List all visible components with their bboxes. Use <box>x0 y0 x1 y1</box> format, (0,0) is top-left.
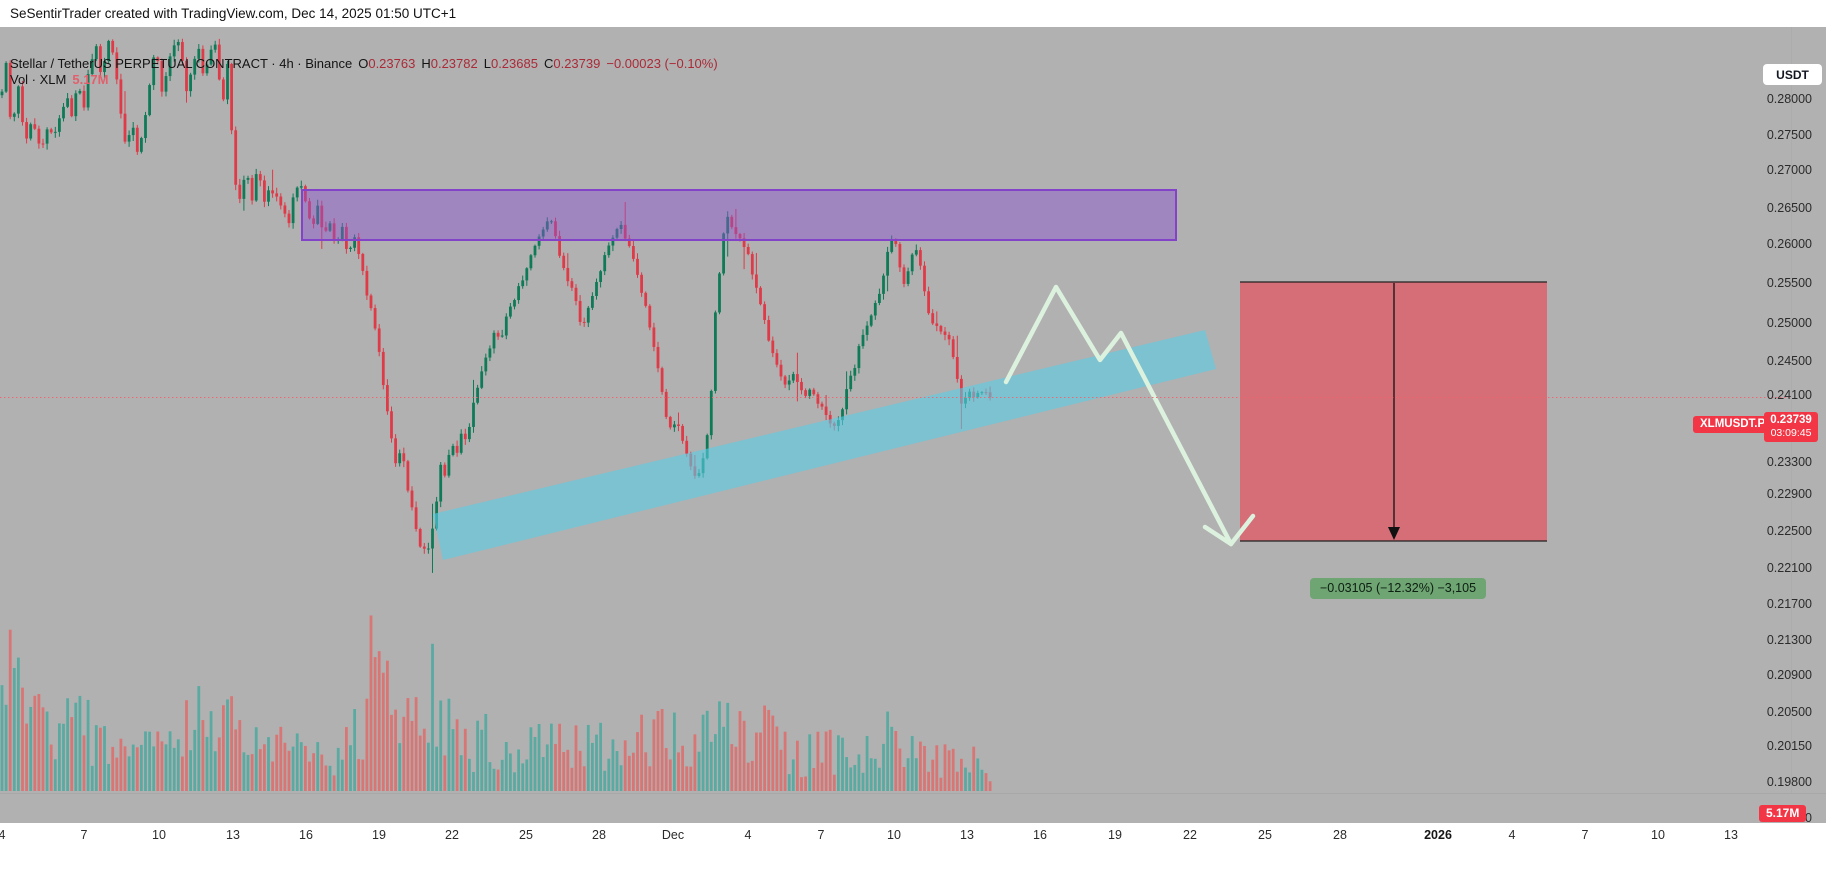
price-tick-label: 0.20500 <box>1766 705 1812 719</box>
open-value: 0.23763 <box>368 56 416 71</box>
watermark-text: SeSentirTrader created with TradingView.… <box>10 6 457 21</box>
time-tick-label: Dec <box>661 828 685 842</box>
time-tick-label: 19 <box>1108 828 1122 842</box>
last-price-value: 0.23739 <box>1770 414 1812 426</box>
symbol-ohlc-row: Stellar / TetherUS PERPETUAL CONTRACT · … <box>10 56 724 71</box>
time-tick-label: 7 <box>817 828 825 842</box>
resistance-zone-box[interactable] <box>301 189 1177 241</box>
projection-arrow[interactable] <box>1003 284 1256 547</box>
price-tick-label: 0.26500 <box>1766 201 1812 215</box>
volume-value: 5.17M <box>72 72 109 87</box>
high-label: H <box>421 56 431 71</box>
price-tick-label: 0.22900 <box>1766 487 1812 501</box>
price-tick-label: 0.23300 <box>1766 455 1812 469</box>
last-price-badge: 0.23739 03:09:45 <box>1764 412 1818 442</box>
time-tick-label: 16 <box>1033 828 1047 842</box>
candlesticks <box>0 38 992 573</box>
footer-strip: TradingView <box>0 823 1835 883</box>
symbol-title[interactable]: Stellar / TetherUS PERPETUAL CONTRACT · … <box>10 56 353 71</box>
trend-channel-band[interactable] <box>433 330 1216 560</box>
chart-legend: Stellar / TetherUS PERPETUAL CONTRACT · … <box>10 56 724 87</box>
price-tick-label: 0.26000 <box>1766 237 1812 251</box>
time-tick-label: 4 <box>0 828 6 842</box>
measurement-label: −0.03105 (−12.32%) −3,105 <box>1310 578 1487 599</box>
price-tick-label: 0.27000 <box>1766 163 1812 177</box>
time-tick-label: 16 <box>299 828 313 842</box>
time-tick-label: 28 <box>592 828 606 842</box>
watermark-bar: SeSentirTrader created with TradingView.… <box>0 0 1835 27</box>
time-tick-label: 10 <box>1651 828 1665 842</box>
time-tick-label: 25 <box>1258 828 1272 842</box>
time-tick-label: 4 <box>1508 828 1516 842</box>
open-label: O <box>358 56 369 71</box>
price-tick-label: 0.25500 <box>1766 276 1812 290</box>
time-tick-label: 13 <box>1724 828 1738 842</box>
time-tick-label: 2026 <box>1424 828 1452 842</box>
price-tick-label: 0.25000 <box>1766 316 1812 330</box>
symbol-price-label-badge: XLMUSDT.P <box>1693 416 1773 433</box>
close-label: C <box>543 56 554 71</box>
target-box[interactable] <box>1240 281 1547 542</box>
time-tick-label: 7 <box>1581 828 1589 842</box>
price-tick-label: 0.24500 <box>1766 354 1812 368</box>
price-tick-label: 0.24100 <box>1766 388 1812 402</box>
time-tick-label: 4 <box>744 828 752 842</box>
volume-row: Vol · XLM 5.17M <box>10 72 724 87</box>
bar-countdown: 03:09:45 <box>1770 427 1812 439</box>
price-tick-label: 0.22100 <box>1766 561 1812 575</box>
time-tick-label: 22 <box>1183 828 1197 842</box>
time-tick-label: 22 <box>445 828 459 842</box>
price-tick-label: 0.21700 <box>1766 597 1812 611</box>
currency-toggle-button[interactable]: USDT <box>1763 64 1822 85</box>
price-tick-label: 0.27500 <box>1766 128 1812 142</box>
price-tick-label: 0.28000 <box>1766 92 1812 106</box>
time-tick-label: 13 <box>226 828 240 842</box>
time-tick-label: 19 <box>372 828 386 842</box>
volume-axis-badge: 5.17M <box>1759 805 1807 822</box>
time-tick-label: 10 <box>887 828 901 842</box>
chart-pane[interactable]: Stellar / TetherUS PERPETUAL CONTRACT · … <box>0 27 1826 842</box>
volume-label[interactable]: Vol · XLM <box>10 72 67 87</box>
time-tick-label: 28 <box>1333 828 1347 842</box>
price-tick-label: 0.22500 <box>1766 524 1812 538</box>
price-tick-label: 0.20150 <box>1766 739 1812 753</box>
price-tick-label: 0.21300 <box>1766 633 1812 647</box>
price-tick-label: 0.19800 <box>1766 775 1812 789</box>
axis-separators <box>0 27 1826 794</box>
high-value: 0.23782 <box>430 56 478 71</box>
close-value: 0.23739 <box>553 56 601 71</box>
time-tick-label: 25 <box>519 828 533 842</box>
time-tick-label: 7 <box>80 828 88 842</box>
change-value: −0.00023 (−0.10%) <box>606 56 718 71</box>
low-value: 0.23685 <box>490 56 538 71</box>
volume-bars <box>0 615 992 791</box>
time-tick-label: 10 <box>152 828 166 842</box>
chart-canvas[interactable] <box>0 27 1826 823</box>
low-label: L <box>483 56 491 71</box>
price-tick-label: 0.20900 <box>1766 668 1812 682</box>
time-tick-label: 13 <box>960 828 974 842</box>
